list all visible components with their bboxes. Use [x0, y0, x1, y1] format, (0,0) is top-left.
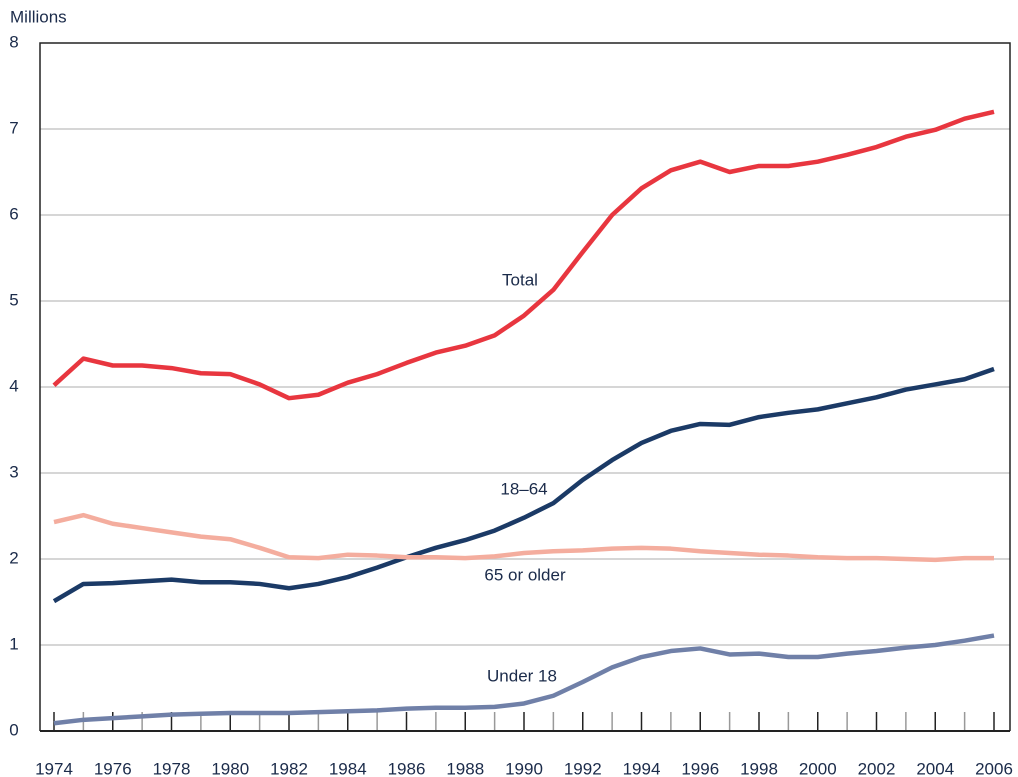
- y-tick-label: 5: [9, 290, 18, 309]
- y-tick-label: 2: [9, 548, 18, 567]
- x-tick-label: 1998: [740, 759, 778, 777]
- x-tick-label: 1986: [388, 759, 426, 777]
- x-tick-label: 2004: [916, 759, 954, 777]
- x-tick-label: 2006: [975, 759, 1013, 777]
- x-tick-label: 2002: [858, 759, 896, 777]
- y-tick-label: 8: [9, 32, 18, 51]
- series-label: Total: [502, 270, 538, 289]
- series-label: 65 or older: [484, 565, 566, 584]
- x-tick-label: 1984: [329, 759, 367, 777]
- y-tick-label: 3: [9, 462, 18, 481]
- x-tick-label: 1990: [505, 759, 543, 777]
- line: [53, 512, 994, 563]
- y-tick-label: 4: [9, 376, 18, 395]
- x-tick-label: 2000: [799, 759, 837, 777]
- x-tick-label: 1996: [681, 759, 719, 777]
- y-tick-label: 1: [9, 634, 18, 653]
- x-tick-label: 1994: [623, 759, 661, 777]
- x-tick-label: 1978: [153, 759, 191, 777]
- y-tick-label: 6: [9, 204, 18, 223]
- plot-frame: [39, 42, 1011, 731]
- y-tick-label: 7: [9, 118, 18, 137]
- line: [52, 109, 995, 401]
- line: [52, 366, 995, 604]
- x-tick-label: 1980: [211, 759, 249, 777]
- x-tick-label: 1976: [94, 759, 132, 777]
- x-tick-label: 1974: [35, 759, 73, 777]
- y-axis-label: Millions: [10, 7, 67, 26]
- line: [53, 633, 995, 726]
- series-label: 18–64: [500, 479, 547, 498]
- y-tick-label: 0: [9, 720, 18, 739]
- x-tick-label: 1992: [564, 759, 602, 777]
- x-tick-label: 1988: [446, 759, 484, 777]
- x-tick-label: 1982: [270, 759, 308, 777]
- series-label: Under 18: [487, 666, 557, 685]
